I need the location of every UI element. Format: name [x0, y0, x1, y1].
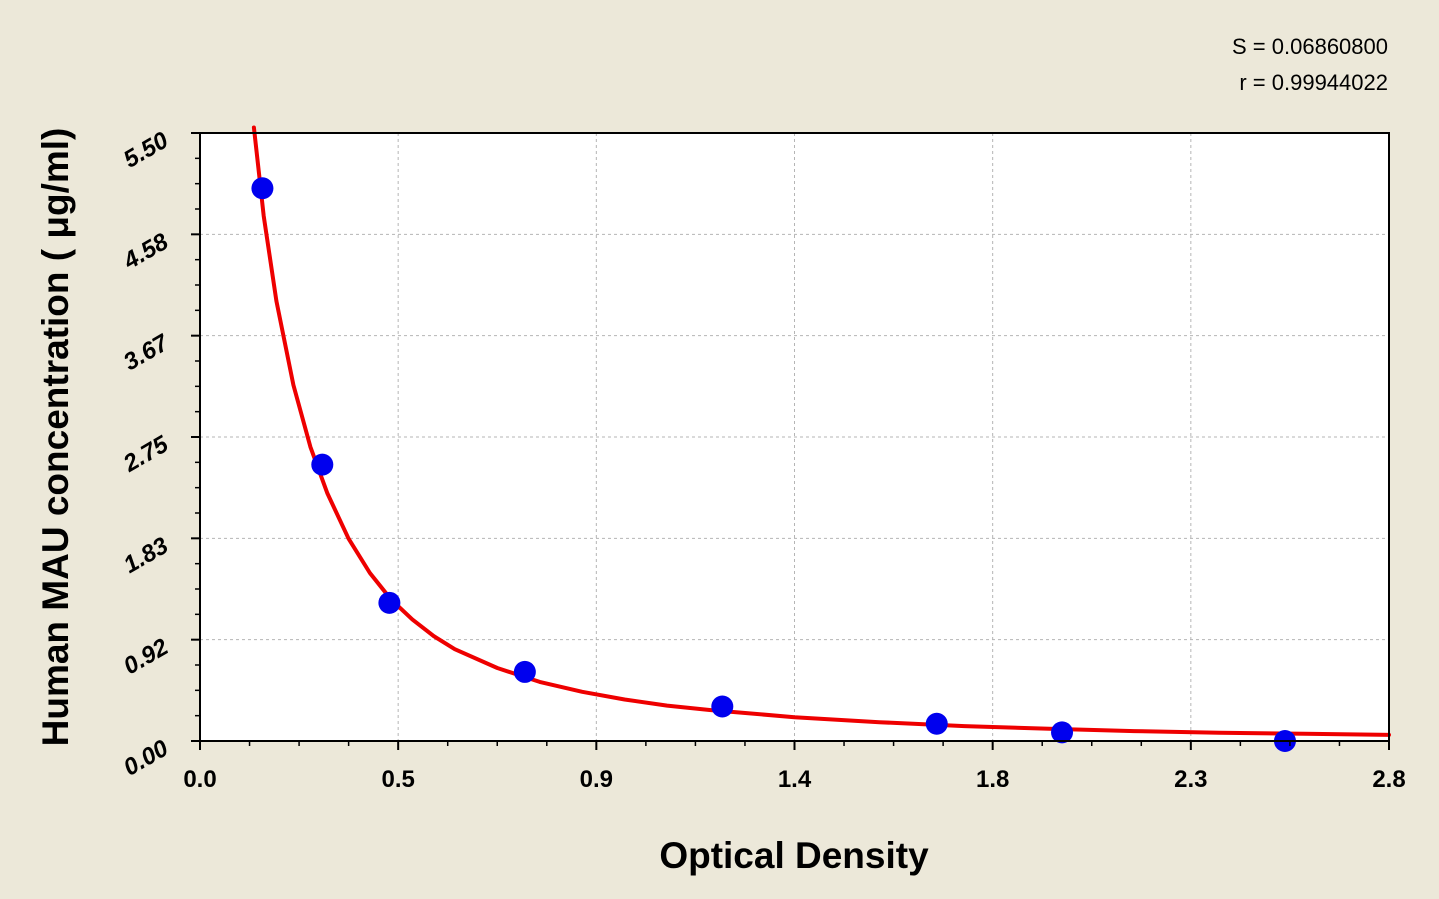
data-point: [311, 453, 334, 476]
y-tick-labels: 0.00 0.92 1.83 2.75 3.67 4.58 5.50: [118, 126, 174, 781]
y-tick-label: 0.92: [119, 633, 174, 680]
data-points-layer: [251, 177, 1296, 752]
x-tick-label: 0.9: [580, 766, 613, 793]
grid-lines: [200, 133, 1389, 741]
data-point: [925, 712, 948, 735]
data-point: [513, 660, 536, 683]
x-axis-title: Optical Density: [659, 835, 929, 876]
y-tick-label: 3.67: [119, 329, 174, 377]
data-point: [1051, 721, 1074, 744]
x-tick-label: 2.8: [1372, 766, 1405, 793]
y-tick-label: 5.50: [119, 126, 174, 173]
x-tick-label: 1.8: [976, 766, 1009, 793]
data-point: [251, 177, 274, 200]
axis-ticks: [191, 132, 1390, 750]
x-tick-label: 1.4: [778, 766, 812, 793]
y-tick-label: 0.00: [119, 734, 174, 781]
data-point: [711, 695, 734, 718]
data-point: [378, 591, 401, 614]
y-tick-label: 2.75: [118, 430, 173, 478]
x-tick-labels: 0.0 0.5 0.9 1.4 1.8 2.3 2.8: [183, 766, 1405, 793]
stat-s-value: S = 0.06860800: [1232, 34, 1388, 59]
x-tick-label: 0.5: [381, 766, 414, 793]
y-axis-title: Human MAU concentration ( μg/ml): [35, 128, 76, 747]
x-tick-label: 2.3: [1174, 766, 1207, 793]
y-tick-label: 1.83: [119, 532, 174, 579]
stat-r-value: r = 0.99944022: [1239, 70, 1388, 95]
x-tick-label: 0.0: [183, 766, 216, 793]
y-tick-label: 4.58: [118, 228, 173, 276]
